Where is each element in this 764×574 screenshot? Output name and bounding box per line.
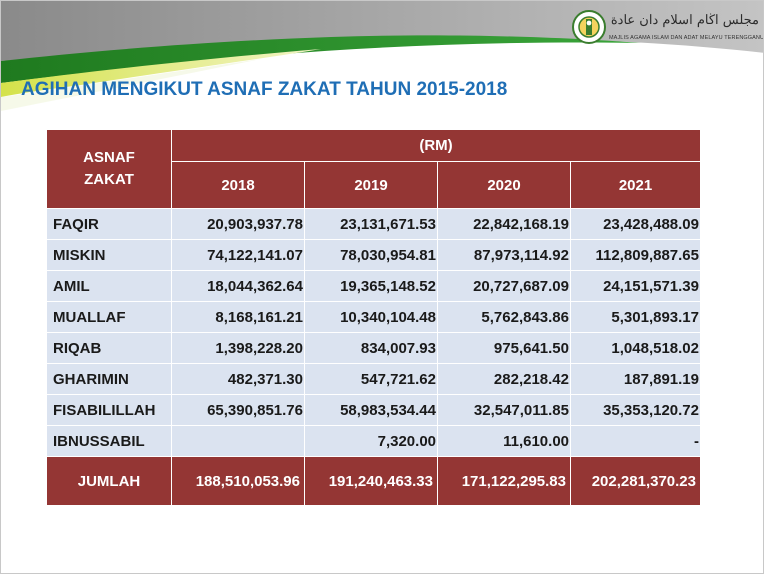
table-row: GHARIMIN 482,371.30 547,721.62 282,218.4…: [46, 363, 701, 395]
asnaf-label: MISKIN: [46, 239, 172, 271]
table-row: FISABILILLAH 65,390,851.76 58,983,534.44…: [46, 394, 701, 426]
asnaf-zakat-header: ASNAF ZAKAT: [46, 129, 172, 209]
banner-white-swoosh: [1, 59, 261, 111]
total-amount-cell: 191,240,463.33: [304, 456, 438, 506]
amount-cell: 1,048,518.02: [570, 332, 701, 364]
amount-cell: 19,365,148.52: [304, 270, 438, 302]
amount-cell: 22,842,168.19: [437, 208, 571, 240]
asnaf-label: GHARIMIN: [46, 363, 172, 395]
total-amount-cell: 171,122,295.83: [437, 456, 571, 506]
organization-logo: مجلس اڬام اسلام دان عادة ملايو ترڠڬانو M…: [571, 9, 764, 49]
amount-cell: 282,218.42: [437, 363, 571, 395]
asnaf-label: FAQIR: [46, 208, 172, 240]
table-row: IBNUSSABIL 7,320.00 11,610.00 -: [46, 425, 701, 457]
total-label: JUMLAH: [46, 456, 172, 506]
year-header: 2020: [437, 161, 571, 209]
year-header: 2019: [304, 161, 438, 209]
asnaf-label: MUALLAF: [46, 301, 172, 333]
amount-cell: 20,903,937.78: [171, 208, 305, 240]
amount-cell: 20,727,687.09: [437, 270, 571, 302]
amount-cell: 35,353,120.72: [570, 394, 701, 426]
amount-cell: -: [570, 425, 701, 457]
amount-cell: 18,044,362.64: [171, 270, 305, 302]
amount-cell: 8,168,161.21: [171, 301, 305, 333]
asnaf-header-line-1: ASNAF: [83, 149, 135, 166]
amount-cell: 482,371.30: [171, 363, 305, 395]
amount-cell: [171, 425, 305, 457]
amount-cell: 87,973,114.92: [437, 239, 571, 271]
year-header: 2018: [171, 161, 305, 209]
asnaf-label: IBNUSSABIL: [46, 425, 172, 457]
amount-cell: 23,428,488.09: [570, 208, 701, 240]
amount-cell: 23,131,671.53: [304, 208, 438, 240]
amount-cell: 7,320.00: [304, 425, 438, 457]
amount-cell: 5,301,893.17: [570, 301, 701, 333]
table-row: FAQIR 20,903,937.78 23,131,671.53 22,842…: [46, 208, 701, 240]
amount-cell: 74,122,141.07: [171, 239, 305, 271]
table-row: AMIL 18,044,362.64 19,365,148.52 20,727,…: [46, 270, 701, 302]
table-row: MUALLAF 8,168,161.21 10,340,104.48 5,762…: [46, 301, 701, 333]
amount-cell: 10,340,104.48: [304, 301, 438, 333]
total-row: JUMLAH 188,510,053.96 191,240,463.33 171…: [46, 456, 701, 506]
logo-arabic-text: مجلس اڬام اسلام دان عادة ملايو ترڠڬانو: [609, 13, 759, 28]
header-banner: [1, 1, 763, 111]
banner-lime-swoosh: [1, 49, 321, 97]
currency-header: (RM): [171, 129, 701, 162]
amount-cell: 5,762,843.86: [437, 301, 571, 333]
table-row: RIQAB 1,398,228.20 834,007.93 975,641.50…: [46, 332, 701, 364]
total-amount-cell: 202,281,370.23: [570, 456, 701, 506]
logo-caption: MAJLIS AGAMA ISLAM DAN ADAT MELAYU TEREN…: [609, 35, 764, 41]
amount-cell: 834,007.93: [304, 332, 438, 364]
page-title: AGIHAN MENGIKUT ASNAF ZAKAT TAHUN 2015-2…: [21, 79, 508, 100]
asnaf-label: FISABILILLAH: [46, 394, 172, 426]
amount-cell: 547,721.62: [304, 363, 438, 395]
amount-cell: 11,610.00: [437, 425, 571, 457]
amount-cell: 1,398,228.20: [171, 332, 305, 364]
amount-cell: 58,983,534.44: [304, 394, 438, 426]
total-amount-cell: 188,510,053.96: [171, 456, 305, 506]
amount-cell: 65,390,851.76: [171, 394, 305, 426]
amount-cell: 78,030,954.81: [304, 239, 438, 271]
table-row: MISKIN 74,122,141.07 78,030,954.81 87,97…: [46, 239, 701, 271]
zakat-table: ASNAF ZAKAT (RM) 2018 2019 2020 2021 FAQ…: [46, 129, 701, 506]
asnaf-label: AMIL: [46, 270, 172, 302]
year-header: 2021: [570, 161, 701, 209]
crest-icon: [572, 10, 606, 44]
amount-cell: 112,809,887.65: [570, 239, 701, 271]
amount-cell: 24,151,571.39: [570, 270, 701, 302]
banner-green-swoosh: [1, 35, 641, 83]
amount-cell: 187,891.19: [570, 363, 701, 395]
asnaf-header-line-2: ZAKAT: [84, 171, 134, 188]
asnaf-label: RIQAB: [46, 332, 172, 364]
amount-cell: 975,641.50: [437, 332, 571, 364]
amount-cell: 32,547,011.85: [437, 394, 571, 426]
